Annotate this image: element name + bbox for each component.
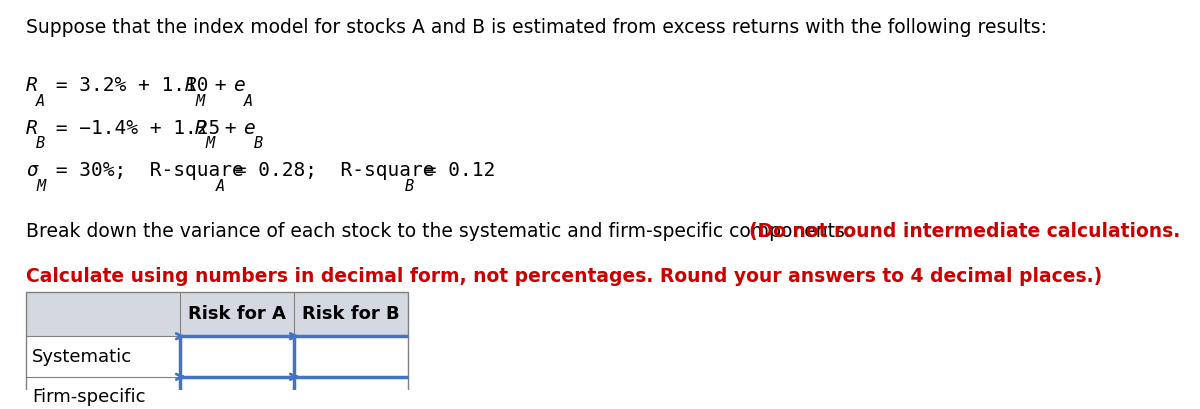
Text: = 3.2% + 1.10: = 3.2% + 1.10 — [44, 76, 209, 95]
Text: B: B — [253, 136, 263, 151]
Text: (Do not round intermediate calculations.: (Do not round intermediate calculations. — [749, 222, 1181, 241]
Text: A: A — [215, 179, 224, 194]
Text: B: B — [36, 136, 46, 151]
Text: Risk for A: Risk for A — [188, 305, 286, 323]
Text: Calculate using numbers in decimal form, not percentages. Round your answers to : Calculate using numbers in decimal form,… — [26, 267, 1103, 286]
Text: = 0.12: = 0.12 — [413, 161, 494, 180]
Text: Suppose that the index model for stocks A and B is estimated from excess returns: Suppose that the index model for stocks … — [26, 18, 1046, 37]
Text: = 30%;  R-square: = 30%; R-square — [44, 161, 244, 180]
Text: A: A — [36, 94, 46, 109]
Text: Systematic: Systematic — [32, 348, 132, 366]
Text: R: R — [185, 76, 197, 95]
Text: e: e — [233, 76, 245, 95]
Text: = 0.28;  R-square: = 0.28; R-square — [223, 161, 434, 180]
Text: R: R — [26, 76, 37, 95]
Text: A: A — [244, 94, 252, 109]
Text: = −1.4% + 1.25: = −1.4% + 1.25 — [44, 119, 221, 137]
Text: M: M — [36, 179, 46, 194]
Text: Break down the variance of each stock to the systematic and firm-specific compon: Break down the variance of each stock to… — [26, 222, 857, 241]
Text: Firm-specific: Firm-specific — [32, 388, 145, 406]
Text: M: M — [196, 94, 204, 109]
Text: σ: σ — [26, 161, 37, 180]
Text: +: + — [214, 119, 248, 137]
Text: e: e — [244, 119, 256, 137]
Text: R: R — [26, 119, 37, 137]
Text: B: B — [404, 179, 414, 194]
Text: R: R — [196, 119, 206, 137]
Text: +: + — [203, 76, 239, 95]
Text: M: M — [205, 136, 215, 151]
Text: Risk for B: Risk for B — [302, 305, 400, 323]
